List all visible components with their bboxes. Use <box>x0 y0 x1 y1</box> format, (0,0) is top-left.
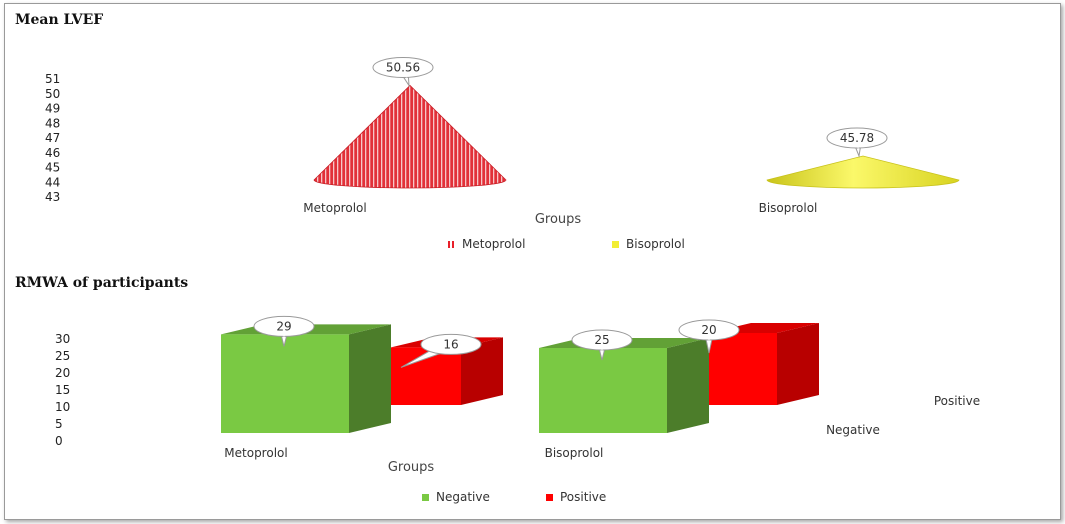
chart1-legend-swatch-metoprolol-b <box>452 241 454 248</box>
chart2-legend: Negative Positive <box>422 490 606 504</box>
chart2-y-tick: 5 <box>55 417 63 431</box>
chart2-depth-label-positive: Positive <box>934 394 980 408</box>
chart2-depth-label-negative: Negative <box>826 423 880 437</box>
chart1-x-axis-label: Groups <box>535 212 582 227</box>
chart2-data-label-positive-bisoprolol-join <box>705 330 713 341</box>
chart2-bar-positive-bisoprolol-side <box>777 323 819 405</box>
chart2-x-tick-bisoprolol: Bisoprolol <box>545 446 604 460</box>
chart2-y-tick: 0 <box>55 434 63 448</box>
chart2-y-tick: 30 <box>55 332 70 346</box>
figure-canvas: Mean LVEF RMWA of participants 434445464… <box>15 12 980 504</box>
chart2-legend-label-negative: Negative <box>436 490 490 504</box>
chart2-bar-negative-bisoprolol-side <box>667 338 709 433</box>
chart1-legend-swatch-bisoprolol <box>612 241 619 248</box>
chart2-data-label-positive-metoprolol-join <box>441 340 453 349</box>
chart2-data-label-negative-bisoprolol-text: 25 <box>594 333 609 347</box>
chart1-legend: Metoprolol Bisoprolol <box>448 237 685 251</box>
chart1-legend-label: Metoprolol <box>462 237 525 251</box>
chart2-y-tick: 20 <box>55 366 70 380</box>
chart2-title: RMWA of participants <box>15 275 188 291</box>
chart1-data-label-metoprolol-join <box>399 66 407 78</box>
chart2-y-tick: 10 <box>55 400 70 414</box>
chart2-bar-positive-bisoprolol <box>709 333 777 405</box>
chart2-data-label-negative-metoprolol-text: 29 <box>276 319 291 333</box>
chart1-y-tick: 51 <box>45 72 60 86</box>
chart2-bar-negative-metoprolol-side <box>349 324 391 433</box>
chart1-x-tick-metoprolol: Metoprolol <box>303 201 366 215</box>
chart2-y-tick: 15 <box>55 383 70 397</box>
chart1-y-tick: 49 <box>45 102 60 116</box>
chart1-y-tick: 44 <box>45 175 60 189</box>
chart2-data-label-negative-bisoprolol-join <box>598 340 606 351</box>
chart1-legend-swatch-metoprolol <box>448 241 450 248</box>
figure-frame: Mean LVEF RMWA of participants 43 44 45 46 4… <box>4 3 1061 520</box>
chart2-legend-label-positive: Positive <box>560 490 606 504</box>
chart2-bar-negative-bisoprolol <box>539 348 667 433</box>
chart2-legend-swatch-negative <box>422 494 429 501</box>
chart1-cone-bisoprolol <box>766 155 960 189</box>
chart1-y-tick: 48 <box>45 116 60 130</box>
chart1-cone-metoprolol <box>313 84 507 189</box>
chart2-bar-positive-metoprolol-side <box>461 337 503 405</box>
chart2-data-label-negative-metoprolol-join <box>280 326 288 338</box>
chart2-legend-swatch-positive <box>546 494 553 501</box>
chart1-y-tick: 43 <box>45 190 60 204</box>
chart1-data-label-bisoprolol-join <box>853 137 861 149</box>
chart1-y-tick: 50 <box>45 87 60 101</box>
chart1-x-tick-bisoprolol: Bisoprolol <box>759 201 818 215</box>
chart1-legend-label: Bisoprolol <box>626 237 685 251</box>
chart2-plot: 0 5 10 15 20 25 30 29 16 Metoprolol 25 20 Bisoprolol… <box>55 315 980 504</box>
chart2-bar-negative-metoprolol <box>221 334 349 433</box>
chart1-y-tick: 47 <box>45 131 60 145</box>
chart1-y-tick: 46 <box>45 146 60 160</box>
chart1-data-label-metoprolol-text: 50.56 <box>386 60 420 74</box>
chart1-y-tick: 45 <box>45 161 60 175</box>
chart2-data-label-positive-metoprolol-text: 16 <box>443 337 458 351</box>
chart2-data-label-positive-bisoprolol-text: 20 <box>701 323 716 337</box>
chart2-x-axis-label: Groups <box>388 460 435 475</box>
chart2-data-label-positive-metoprolol-bubble <box>420 333 482 355</box>
chart1-title: Mean LVEF <box>15 12 103 28</box>
chart2-x-tick-metoprolol: Metoprolol <box>224 446 287 460</box>
chart2-y-tick: 25 <box>55 349 70 363</box>
chart1-data-label-bisoprolol-text: 45.78 <box>840 131 874 145</box>
